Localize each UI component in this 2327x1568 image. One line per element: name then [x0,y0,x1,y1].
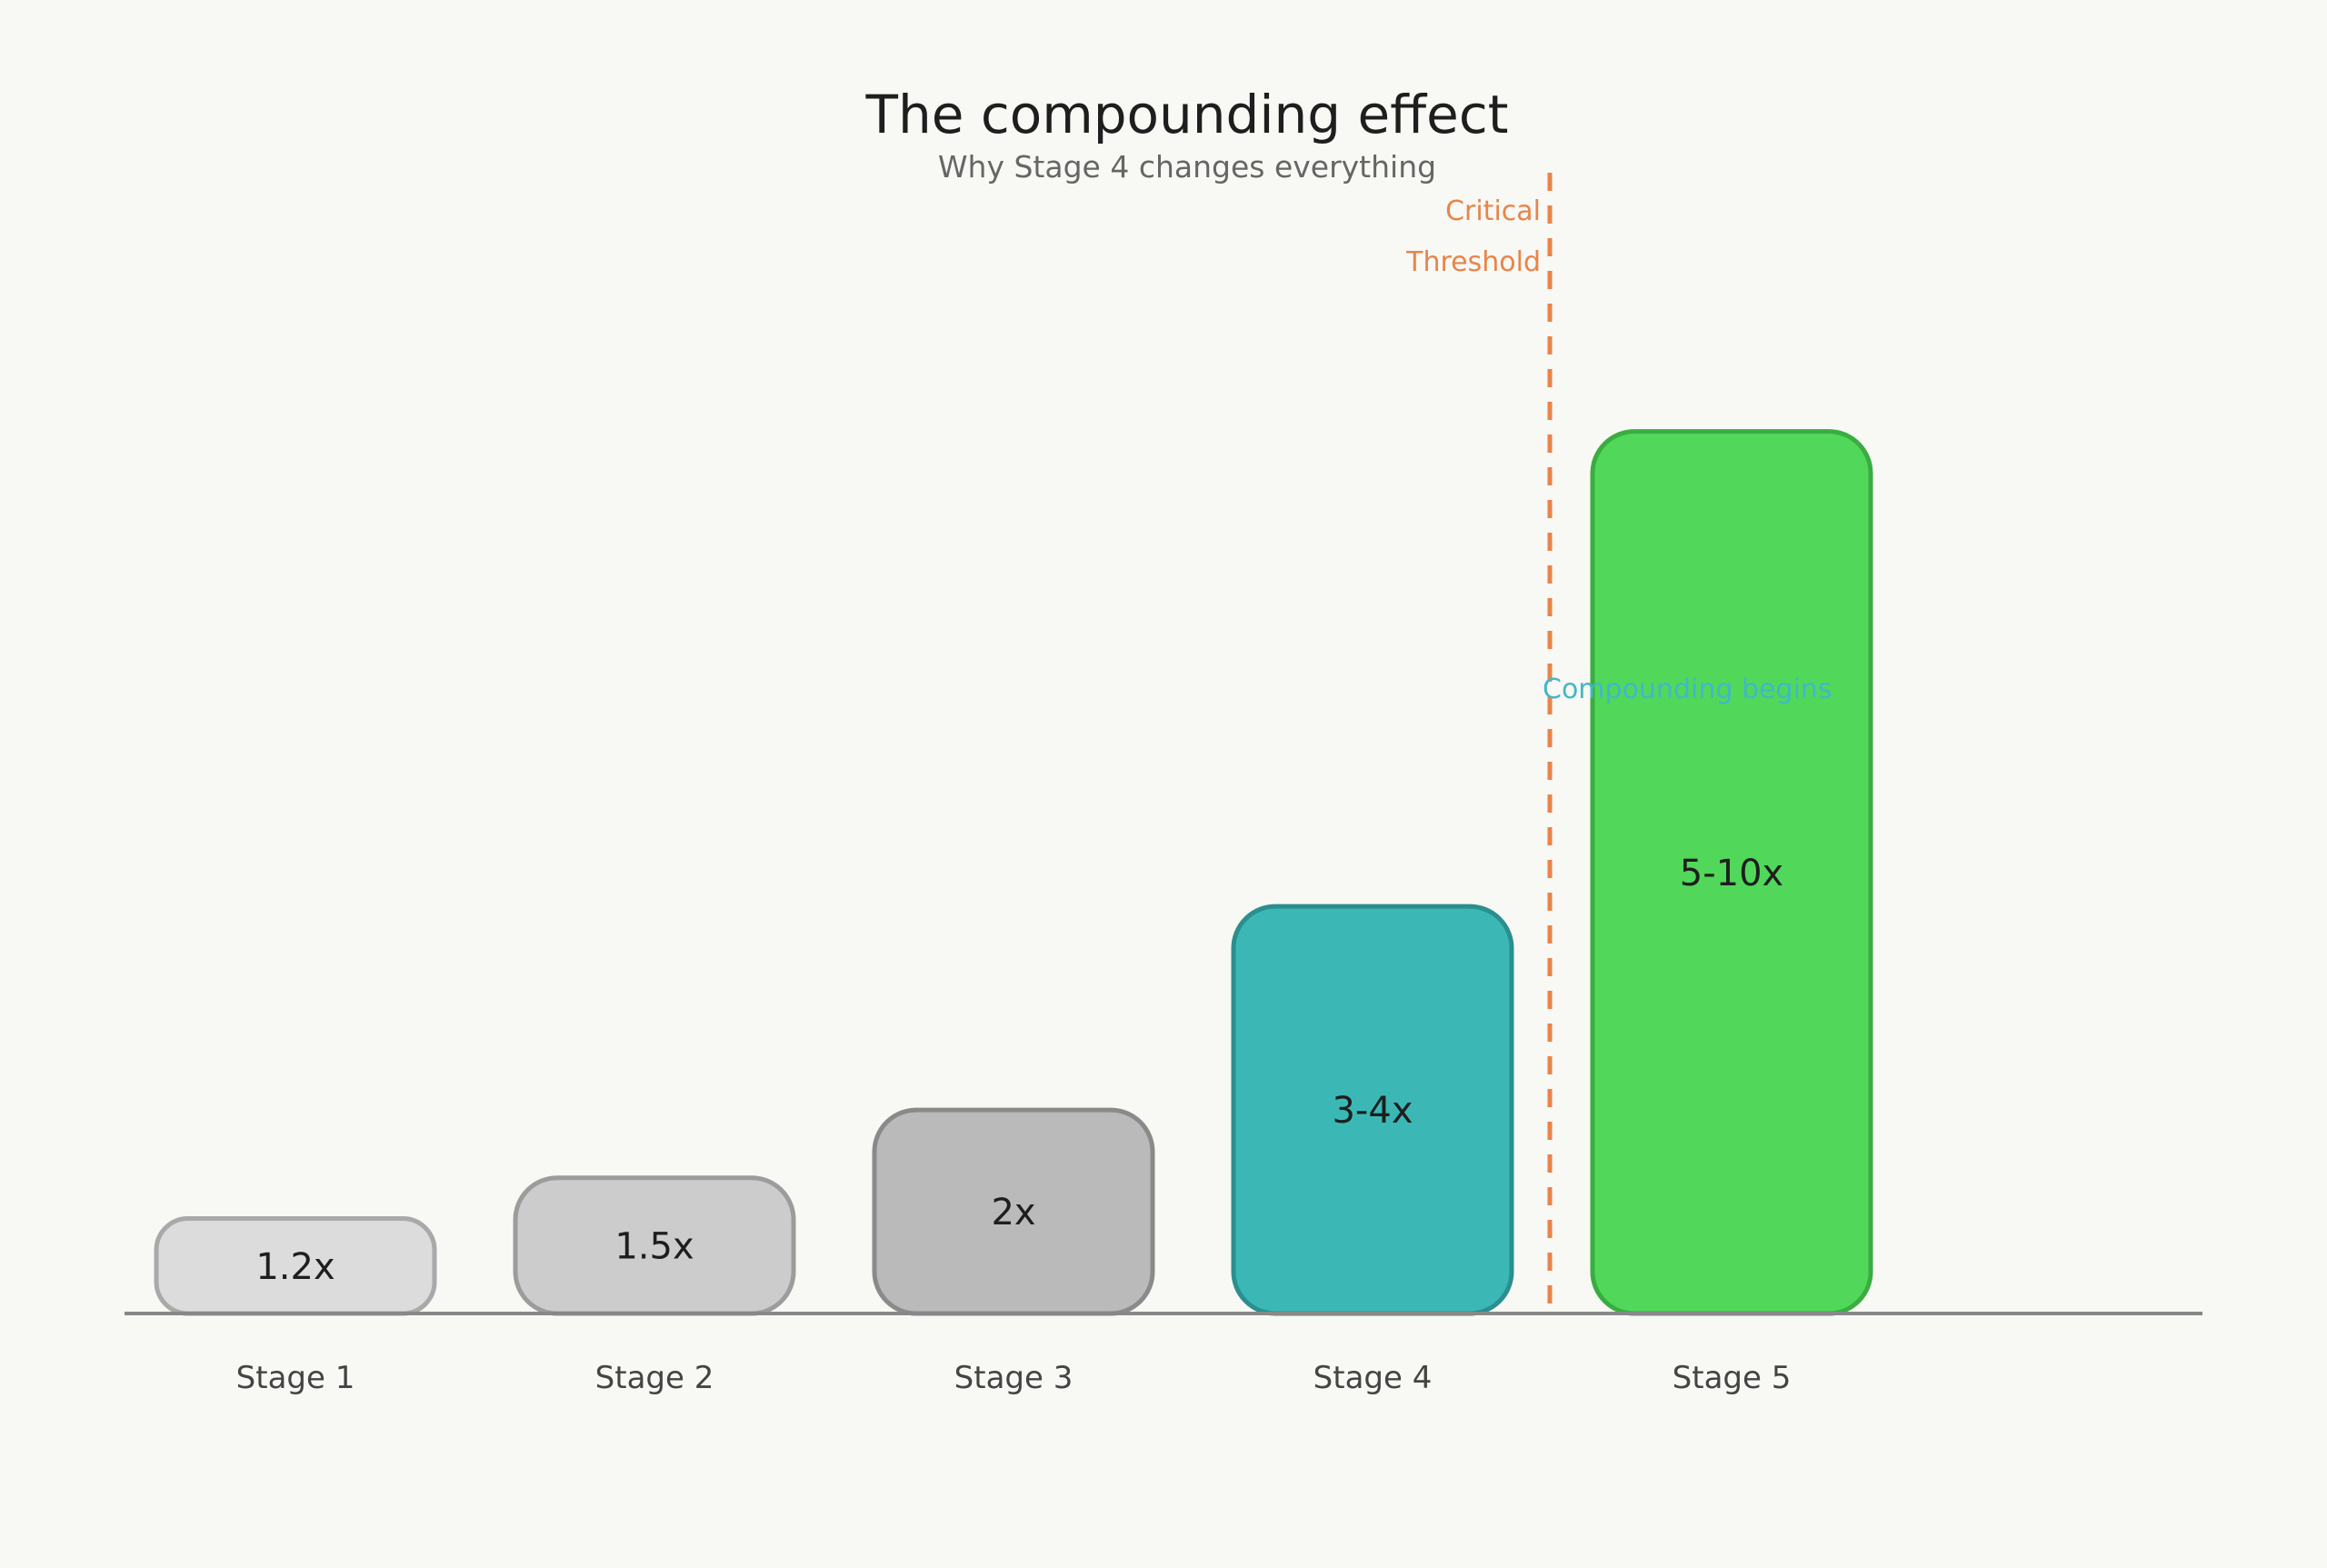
threshold-label-critical: Critical [1445,195,1541,227]
tick-label-stage-1: Stage 1 [236,1360,355,1396]
tick-label-stage-5: Stage 5 [1673,1360,1792,1396]
bars-layer: 1.2x 1.5x 2x 3-4x 5-10x [154,429,1873,1316]
tick-label-stage-4: Stage 4 [1313,1360,1433,1396]
chart-title: The compounding effect [865,84,1509,145]
tick-label-stage-2: Stage 2 [595,1360,714,1396]
compounding-annotation: Compounding begins [1543,674,1832,705]
chart-subtitle: Why Stage 4 changes everything [938,149,1436,185]
threshold-label-threshold: Threshold [1405,246,1541,278]
value-label-stage-5: 5-10x [1680,853,1783,894]
value-label-stage-3: 2x [991,1192,1035,1233]
tick-labels-layer: Stage 1 Stage 2 Stage 3 Stage 4 Stage 5 [236,1360,1792,1396]
value-label-stage-1: 1.2x [255,1246,335,1288]
value-label-stage-2: 1.5x [614,1225,694,1267]
tick-label-stage-3: Stage 3 [954,1360,1074,1396]
value-label-stage-4: 3-4x [1332,1090,1413,1132]
